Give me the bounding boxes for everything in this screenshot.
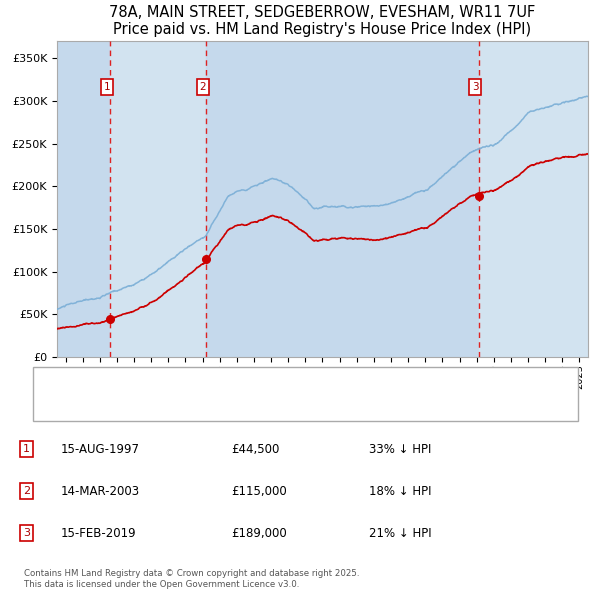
Text: 78A, MAIN STREET, SEDGEBERROW, EVESHAM, WR11 7UF (semi-detached house): 78A, MAIN STREET, SEDGEBERROW, EVESHAM, … <box>74 376 500 386</box>
Text: £44,500: £44,500 <box>231 443 279 456</box>
Text: 18% ↓ HPI: 18% ↓ HPI <box>369 484 431 498</box>
Text: £189,000: £189,000 <box>231 526 287 539</box>
Title: 78A, MAIN STREET, SEDGEBERROW, EVESHAM, WR11 7UF
Price paid vs. HM Land Registry: 78A, MAIN STREET, SEDGEBERROW, EVESHAM, … <box>109 5 536 37</box>
Bar <box>206 41 479 357</box>
Text: 15-FEB-2019: 15-FEB-2019 <box>61 526 137 539</box>
Bar <box>57 41 110 357</box>
Text: 15-AUG-1997: 15-AUG-1997 <box>61 443 140 456</box>
Text: Contains HM Land Registry data © Crown copyright and database right 2025.
This d: Contains HM Land Registry data © Crown c… <box>24 569 359 589</box>
Text: 2: 2 <box>23 486 30 496</box>
Text: 1: 1 <box>104 82 110 92</box>
Text: 1: 1 <box>23 444 30 454</box>
Text: 3: 3 <box>23 528 30 538</box>
Bar <box>110 41 206 357</box>
Text: 3: 3 <box>472 82 479 92</box>
Text: £115,000: £115,000 <box>231 484 287 498</box>
Text: 33% ↓ HPI: 33% ↓ HPI <box>369 443 431 456</box>
Bar <box>479 41 588 357</box>
Text: HPI: Average price, semi-detached house, Wychavon: HPI: Average price, semi-detached house,… <box>74 401 350 411</box>
Text: 14-MAR-2003: 14-MAR-2003 <box>61 484 140 498</box>
Text: 2: 2 <box>199 82 206 92</box>
FancyBboxPatch shape <box>33 367 578 421</box>
Text: 21% ↓ HPI: 21% ↓ HPI <box>369 526 432 539</box>
